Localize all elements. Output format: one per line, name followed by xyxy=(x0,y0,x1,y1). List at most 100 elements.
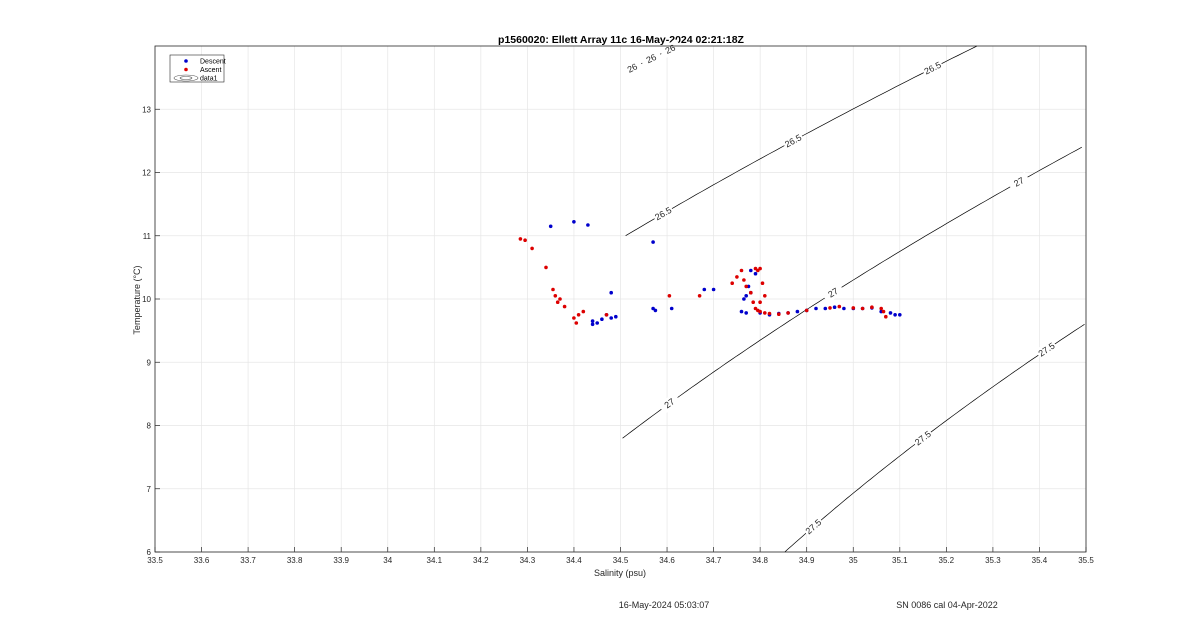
y-tick-label: 13 xyxy=(142,105,151,114)
x-tick-label: 34.1 xyxy=(427,556,443,565)
contour-label-bg xyxy=(1034,339,1059,361)
ascent-point xyxy=(518,237,523,241)
ascent-point xyxy=(881,309,886,314)
ascent-point xyxy=(851,306,856,310)
ascent-point xyxy=(553,294,558,298)
y-axis-label: Temperature (°C) xyxy=(132,265,142,334)
legend-contour-icon xyxy=(173,74,199,82)
ascent-point xyxy=(551,287,555,292)
y-tick-label: 7 xyxy=(147,485,152,494)
ascent-point xyxy=(860,306,865,311)
x-tick-label: 35 xyxy=(849,556,858,565)
legend-descent-marker xyxy=(184,59,188,63)
descent-point xyxy=(814,306,818,311)
x-tick-label: 33.9 xyxy=(333,556,349,565)
descent-point xyxy=(888,311,893,315)
ascent-point xyxy=(581,309,586,314)
descent-point xyxy=(651,306,655,311)
descent-point xyxy=(711,287,716,292)
descent-point xyxy=(590,322,595,327)
ascent-point xyxy=(730,281,734,286)
x-tick-label: 34 xyxy=(383,556,392,565)
ascent-point xyxy=(879,306,883,311)
contour-label-bg xyxy=(651,203,675,224)
descent-point xyxy=(832,305,837,310)
ascent-point xyxy=(804,308,809,313)
x-tick-label: 34.7 xyxy=(706,556,722,565)
y-tick-label: 10 xyxy=(142,295,151,304)
ascent-point xyxy=(763,294,767,298)
ascent-point xyxy=(758,266,762,271)
x-tick-label: 33.5 xyxy=(147,556,163,565)
x-tick-label: 34.2 xyxy=(473,556,489,565)
ascent-point xyxy=(697,294,702,298)
ascent-point xyxy=(555,300,560,305)
ascent-point xyxy=(576,313,581,317)
x-tick-label: 33.8 xyxy=(287,556,303,565)
x-tick-label: 34.5 xyxy=(613,556,629,565)
legend-ascent-marker xyxy=(184,67,188,72)
ascent-point xyxy=(751,300,755,305)
contour-label-bg xyxy=(658,39,682,59)
legend: Descent Ascent data1 xyxy=(169,54,226,83)
y-tick-label: 8 xyxy=(147,422,152,431)
ascent-point xyxy=(786,311,790,315)
descent-point xyxy=(669,306,674,311)
legend-box xyxy=(169,54,225,83)
descent-point xyxy=(744,311,748,315)
descent-point xyxy=(572,220,576,224)
y-tick-label: 11 xyxy=(143,232,152,241)
x-tick-label: 35.2 xyxy=(939,556,955,565)
ascent-point xyxy=(562,304,567,309)
x-tick-label: 34.3 xyxy=(520,556,536,565)
x-tick-label: 35.5 xyxy=(1078,556,1094,565)
descent-point xyxy=(600,317,604,322)
x-tick-labels: 33.5 33.6 33.7 33.8 33.9 34 34.1 34.2 34.3 34.4 34… xyxy=(147,556,1094,565)
descent-point xyxy=(744,294,748,298)
x-tick-label: 35.3 xyxy=(985,556,1001,565)
descent-point xyxy=(739,309,744,314)
y-tick-label: 9 xyxy=(147,358,152,367)
descent-point xyxy=(614,314,618,319)
data-points xyxy=(518,220,902,327)
ascent-point xyxy=(530,246,534,251)
footer-timestamp: 16-May-2024 05:03:07 xyxy=(619,600,710,610)
contour-label-bg xyxy=(821,282,845,304)
x-tick-label: 35.1 xyxy=(892,556,908,565)
contour-label-bg xyxy=(639,48,663,69)
contour-label-bg xyxy=(1007,171,1031,193)
legend-descent-label: Descent xyxy=(200,59,226,66)
contour-label-bg xyxy=(911,427,935,449)
descent-point xyxy=(898,313,902,317)
contour-label: 27 xyxy=(662,396,676,410)
ascent-point xyxy=(667,294,672,298)
ascent-point xyxy=(837,304,842,309)
plot-frame xyxy=(154,45,1087,553)
ascent-point xyxy=(523,238,527,242)
descent-point xyxy=(651,240,655,244)
ascent-point xyxy=(604,313,609,317)
ascent-point xyxy=(574,321,579,325)
ascent-point xyxy=(544,265,548,270)
descent-point xyxy=(795,309,800,314)
contour-label-bg xyxy=(657,392,682,415)
y-tick-labels: 6 7 8 9 10 11 12 13 xyxy=(142,105,151,557)
contour-label: 27 xyxy=(826,286,840,300)
x-tick-label: 34.9 xyxy=(799,556,815,565)
contour-label-bg xyxy=(620,58,644,78)
descent-point xyxy=(595,321,599,325)
ascent-point xyxy=(760,281,765,286)
contour-label-bg xyxy=(781,130,805,151)
descent-point xyxy=(609,316,613,320)
x-tick-label: 34.6 xyxy=(659,556,675,565)
footer-calibration: SN 0086 cal 04-Apr-2022 xyxy=(896,600,998,610)
descent-point xyxy=(609,290,613,295)
ascent-point xyxy=(777,312,781,317)
descent-point xyxy=(586,223,590,227)
descent-point xyxy=(893,313,897,317)
grid-lines xyxy=(154,46,1087,553)
chart-title: p1560020: Ellett Array 11c 16-May-2024 0… xyxy=(498,34,745,46)
x-tick-label: 34.4 xyxy=(566,556,582,565)
y-tick-label: 12 xyxy=(142,169,151,178)
